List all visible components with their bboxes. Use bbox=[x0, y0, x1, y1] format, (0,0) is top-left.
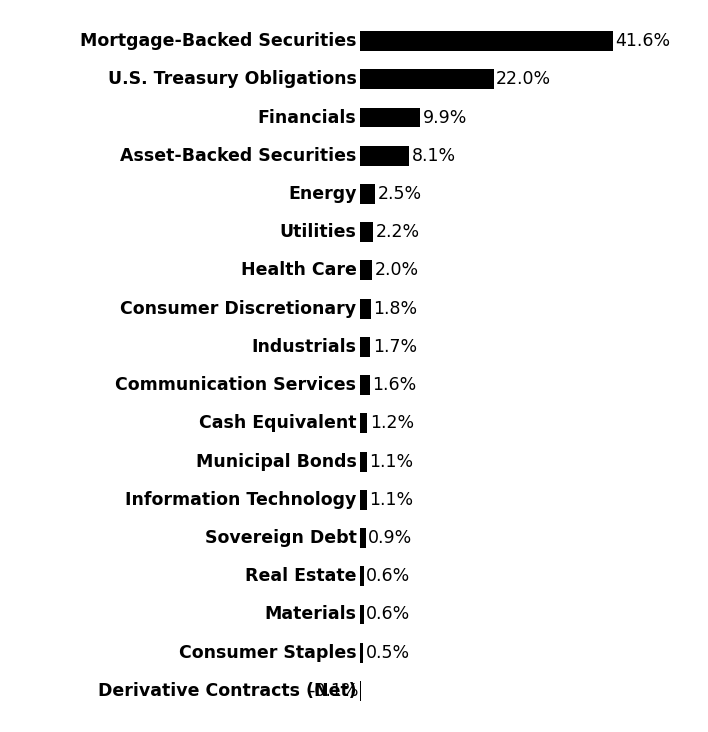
Text: Utilities: Utilities bbox=[280, 223, 356, 242]
Bar bbox=[360, 337, 370, 356]
Bar bbox=[360, 70, 493, 89]
Text: 0.6%: 0.6% bbox=[366, 567, 411, 586]
Text: 0.6%: 0.6% bbox=[366, 605, 411, 624]
Text: Municipal Bonds: Municipal Bonds bbox=[195, 452, 356, 471]
Text: -0.1%: -0.1% bbox=[308, 682, 358, 700]
Bar bbox=[360, 261, 372, 280]
Bar bbox=[360, 184, 375, 204]
Bar bbox=[360, 31, 612, 51]
Text: Materials: Materials bbox=[264, 605, 356, 624]
Text: 2.2%: 2.2% bbox=[376, 223, 420, 242]
Text: Cash Equivalent: Cash Equivalent bbox=[199, 414, 356, 433]
Bar bbox=[360, 299, 371, 318]
Bar bbox=[360, 223, 373, 242]
Text: 1.1%: 1.1% bbox=[369, 490, 413, 509]
Text: U.S. Treasury Obligations: U.S. Treasury Obligations bbox=[108, 70, 356, 89]
Text: 2.5%: 2.5% bbox=[377, 185, 422, 203]
Text: 1.6%: 1.6% bbox=[372, 376, 416, 394]
Bar bbox=[360, 146, 409, 165]
Text: Asset-Backed Securities: Asset-Backed Securities bbox=[120, 146, 356, 165]
Text: 0.9%: 0.9% bbox=[368, 529, 412, 547]
Text: Information Technology: Information Technology bbox=[125, 490, 356, 509]
Text: Consumer Discretionary: Consumer Discretionary bbox=[120, 299, 356, 318]
Bar bbox=[360, 452, 367, 471]
Text: Financials: Financials bbox=[258, 108, 356, 127]
Bar bbox=[360, 108, 420, 127]
Text: 0.5%: 0.5% bbox=[365, 643, 410, 662]
Text: 2.0%: 2.0% bbox=[375, 261, 418, 280]
Text: Consumer Staples: Consumer Staples bbox=[179, 643, 356, 662]
Text: 41.6%: 41.6% bbox=[615, 32, 670, 50]
Text: Mortgage-Backed Securities: Mortgage-Backed Securities bbox=[80, 32, 356, 50]
Bar bbox=[360, 376, 370, 395]
Bar bbox=[360, 490, 367, 509]
Text: 22.0%: 22.0% bbox=[496, 70, 551, 89]
Bar bbox=[360, 414, 367, 433]
Text: Industrials: Industrials bbox=[251, 338, 356, 356]
Bar bbox=[360, 567, 364, 586]
Text: 9.9%: 9.9% bbox=[423, 108, 467, 127]
Bar bbox=[360, 528, 365, 548]
Text: 1.2%: 1.2% bbox=[370, 414, 414, 433]
Bar bbox=[360, 605, 364, 624]
Text: Derivative Contracts (Net): Derivative Contracts (Net) bbox=[98, 682, 356, 700]
Text: Sovereign Debt: Sovereign Debt bbox=[205, 529, 356, 547]
Text: 1.7%: 1.7% bbox=[373, 338, 417, 356]
Text: 1.8%: 1.8% bbox=[373, 299, 418, 318]
Text: Health Care: Health Care bbox=[241, 261, 356, 280]
Text: Real Estate: Real Estate bbox=[245, 567, 356, 586]
Bar bbox=[360, 643, 363, 662]
Text: Energy: Energy bbox=[288, 185, 356, 203]
Text: 8.1%: 8.1% bbox=[411, 146, 456, 165]
Text: Communication Services: Communication Services bbox=[115, 376, 356, 394]
Text: 1.1%: 1.1% bbox=[369, 452, 413, 471]
